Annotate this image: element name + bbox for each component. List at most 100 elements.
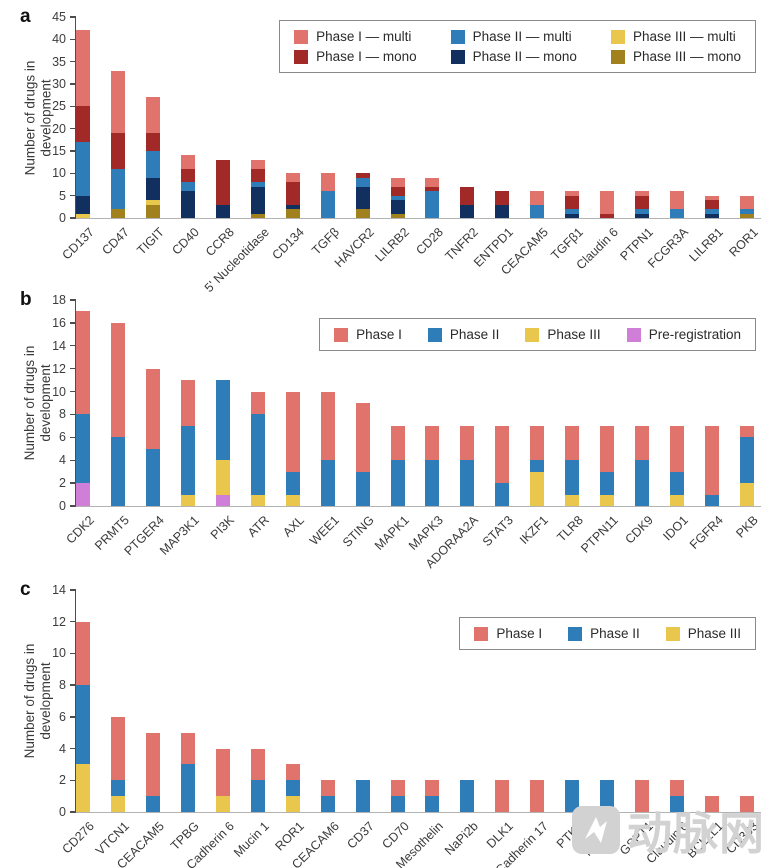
bar-segment xyxy=(530,471,545,506)
bar-segment xyxy=(740,425,754,438)
bar-segment xyxy=(320,780,335,797)
bar-segment xyxy=(460,425,475,461)
y-tick-label: 10 xyxy=(52,384,66,399)
plot-area-b: 0 2 4 6 8 10 12 14 16 18 CDK2 PRMT5 PTGER4 MAP3K1 PI3K… xyxy=(52,293,761,571)
y-tick-mark xyxy=(70,589,76,591)
bar-segment xyxy=(670,191,685,210)
legend-swatch xyxy=(334,327,349,342)
bar-segment xyxy=(180,764,195,812)
bar-segment xyxy=(425,780,440,797)
bar-segment xyxy=(320,391,335,461)
bar-segment xyxy=(76,311,90,415)
y-tick-mark xyxy=(70,367,76,370)
bar-segment xyxy=(495,191,510,205)
bar-segment xyxy=(565,780,580,812)
bar-segment xyxy=(425,177,440,187)
bar-segment xyxy=(670,796,685,812)
bar-segment xyxy=(705,209,720,214)
bar-segment xyxy=(670,425,685,472)
bar-segment xyxy=(215,380,230,461)
bar-segment xyxy=(425,186,440,192)
bar-segment xyxy=(76,414,90,484)
y-tick-label: 8 xyxy=(59,678,66,693)
y-tick-mark xyxy=(70,217,76,219)
bar-segment xyxy=(76,685,90,765)
bar-segment xyxy=(145,368,160,449)
bar-segment xyxy=(635,195,650,210)
y-tick-mark xyxy=(70,459,76,461)
bar-segment xyxy=(285,796,300,812)
bar-segment xyxy=(215,460,230,495)
bar-segment xyxy=(215,796,230,812)
bar-segment xyxy=(355,186,370,210)
legend-swatch xyxy=(610,29,625,44)
bar-segment xyxy=(530,425,545,461)
bar-segment xyxy=(495,204,510,218)
bar-segment xyxy=(145,204,160,218)
y-tick-label: 35 xyxy=(52,54,66,69)
legend-swatch xyxy=(610,49,625,64)
y-tick-label: 16 xyxy=(52,315,66,330)
bar-segment xyxy=(600,494,615,506)
bar-segment xyxy=(145,732,160,797)
bar-segment xyxy=(320,796,335,812)
legend-label: Phase III xyxy=(687,626,741,641)
y-tick-mark xyxy=(70,194,76,197)
bar-segment xyxy=(460,204,475,218)
y-tick-label: 45 xyxy=(52,10,66,24)
bar-segment xyxy=(320,173,335,192)
bar-segment xyxy=(460,460,475,506)
y-tick-mark xyxy=(70,652,76,655)
legend-label: Phase I xyxy=(356,327,402,342)
bar-segment xyxy=(110,716,125,781)
bar-segment xyxy=(320,191,335,218)
bar-segment xyxy=(250,159,265,169)
bar-segment xyxy=(180,732,195,765)
bar-segment xyxy=(390,460,405,506)
bar-segment xyxy=(390,186,405,196)
watermark-text: 动脉网 xyxy=(626,808,765,859)
legend-swatch xyxy=(626,327,641,342)
y-tick-label: 2 xyxy=(59,476,66,491)
bar-segment xyxy=(145,796,160,812)
bar-segment xyxy=(250,414,265,495)
bar-segment xyxy=(600,471,615,495)
legend-item: Phase I xyxy=(334,327,402,342)
legend-c: Phase I Phase II Phase III xyxy=(459,617,756,650)
bar-segment xyxy=(390,425,405,461)
bar-segment xyxy=(215,159,230,205)
bar-segment xyxy=(110,168,125,210)
bar-segment xyxy=(285,391,300,472)
bar-segment xyxy=(285,494,300,506)
bar-segment xyxy=(565,425,580,461)
legend-label: Phase II xyxy=(590,626,640,641)
y-tick-label: 12 xyxy=(52,361,66,376)
bar-segment xyxy=(705,213,720,218)
y-tick-label: 40 xyxy=(52,32,66,47)
y-tick-mark xyxy=(70,747,76,750)
bar-segment xyxy=(495,425,510,484)
bar-segment xyxy=(425,191,440,218)
bar-segment xyxy=(740,195,754,210)
bar-segment xyxy=(215,748,230,797)
y-tick-label: 14 xyxy=(52,583,66,597)
bar-segment xyxy=(110,209,125,218)
legend-label: Pre-registration xyxy=(648,327,741,342)
bar-segment xyxy=(250,182,265,187)
bar-segment xyxy=(145,177,160,201)
bar-segment xyxy=(425,425,440,461)
bar-segment xyxy=(250,780,265,812)
legend-label: Phase III xyxy=(547,327,601,342)
bar-segment xyxy=(635,191,650,196)
bar-segment xyxy=(740,796,754,812)
y-tick-mark xyxy=(70,505,76,507)
bar-segment xyxy=(635,209,650,214)
y-tick-mark xyxy=(70,684,76,686)
y-tick-label: 0 xyxy=(59,805,66,819)
bar-segment xyxy=(390,780,405,797)
bar-segment xyxy=(390,177,405,187)
bar-segment xyxy=(565,195,580,210)
y-tick-mark xyxy=(70,482,76,484)
bar-segment xyxy=(76,106,90,143)
bar-segment xyxy=(740,213,754,218)
